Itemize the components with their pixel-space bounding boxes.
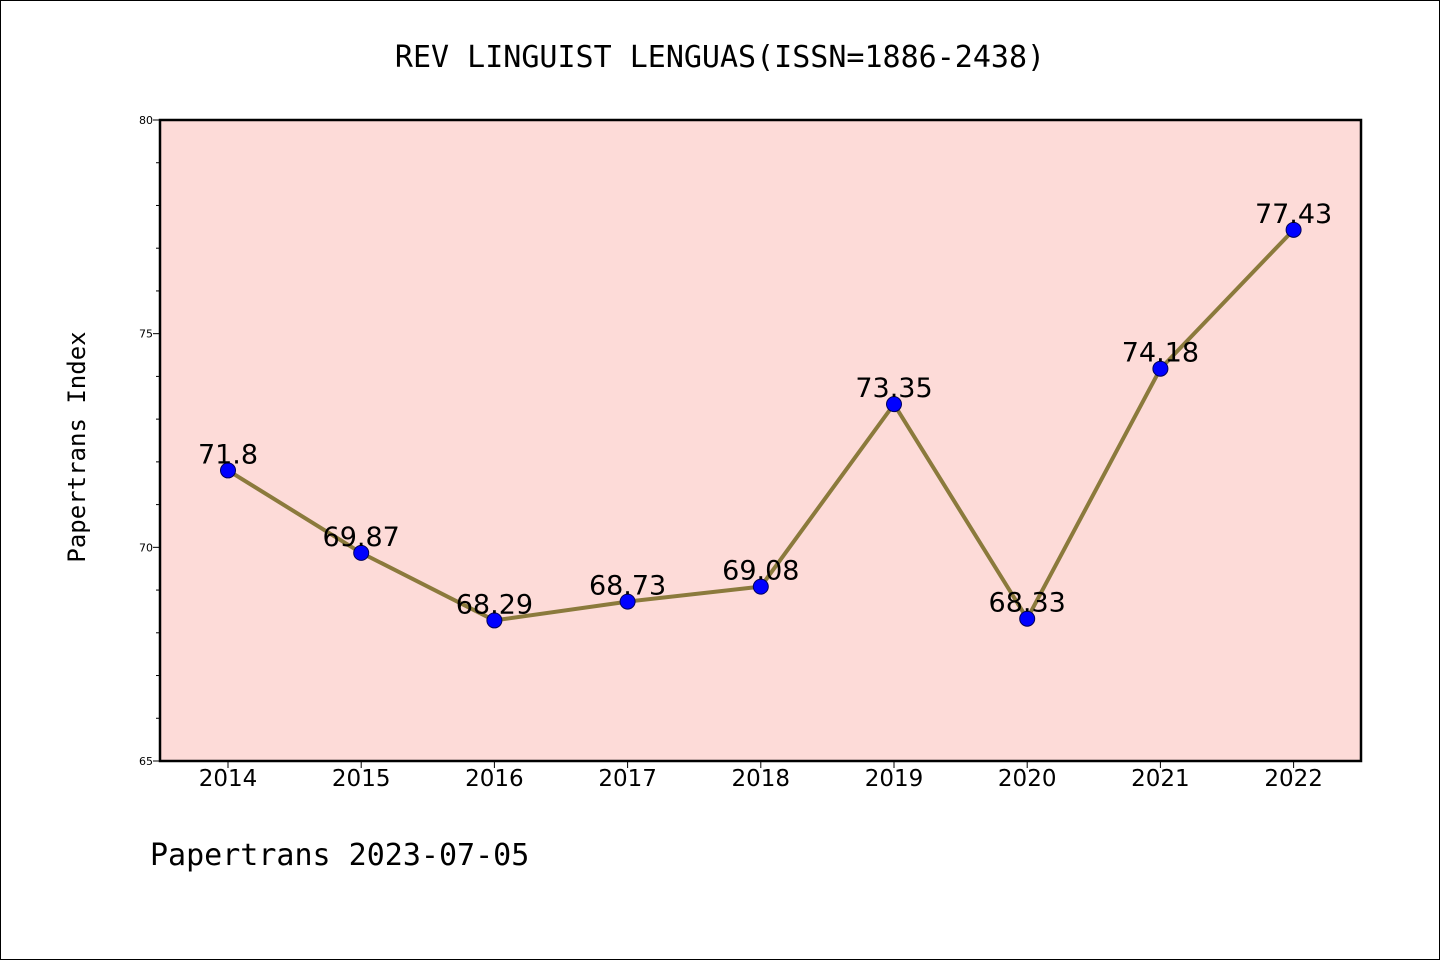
x-tick-label: 2019	[865, 766, 924, 792]
x-tick-label: 2015	[332, 766, 391, 792]
x-tick-label: 2018	[732, 766, 791, 792]
data-labels: 71.8 69.87 68.29 68.73 69.08 73.35 68.33 74.18 7…	[198, 199, 1332, 621]
plot-frame	[158, 118, 1363, 763]
x-tick-label: 2022	[1264, 766, 1323, 792]
y-tick-label: 65	[139, 755, 153, 768]
data-point	[1019, 610, 1036, 627]
data-label: 69.87	[323, 522, 400, 553]
x-tick-label: 2017	[598, 766, 657, 792]
data-label: 69.08	[722, 556, 799, 587]
data-point	[886, 396, 902, 413]
plot-area	[160, 120, 1361, 761]
data-label: 74.18	[1122, 338, 1199, 369]
data-point	[1152, 360, 1169, 377]
y-axis-label: Papertrans Index	[63, 331, 91, 562]
data-point	[619, 593, 636, 610]
x-tick-label: 2014	[199, 766, 258, 792]
data-label: 68.73	[589, 571, 666, 602]
data-point	[752, 578, 769, 595]
data-point	[1285, 221, 1302, 238]
y-tick-label: 75	[139, 328, 153, 341]
x-tick-label: 2020	[998, 766, 1057, 792]
y-tick-label: 70	[139, 541, 153, 554]
y-tick-label: 80	[139, 114, 153, 127]
y-axis-ticks: 65 70 75 80	[139, 114, 160, 768]
footer-source: Papertrans 2023-07-05	[150, 838, 529, 873]
x-tick-label: 2016	[465, 766, 524, 792]
x-axis-ticks: 2014 2015 2016 2017 2018 2019 2020 2021 2022	[199, 761, 1323, 792]
data-label: 73.35	[855, 373, 932, 404]
data-label: 71.8	[198, 439, 258, 470]
data-label: 68.29	[456, 589, 533, 620]
series-markers	[220, 221, 1302, 629]
chart-title: REV LINGUIST LENGUAS(ISSN=1886-2438)	[395, 40, 1045, 75]
data-point	[353, 544, 370, 561]
data-label: 77.43	[1255, 199, 1332, 230]
data-point	[486, 612, 503, 629]
data-point	[220, 462, 236, 479]
x-tick-label: 2021	[1131, 766, 1190, 792]
data-label: 68.33	[989, 588, 1066, 619]
